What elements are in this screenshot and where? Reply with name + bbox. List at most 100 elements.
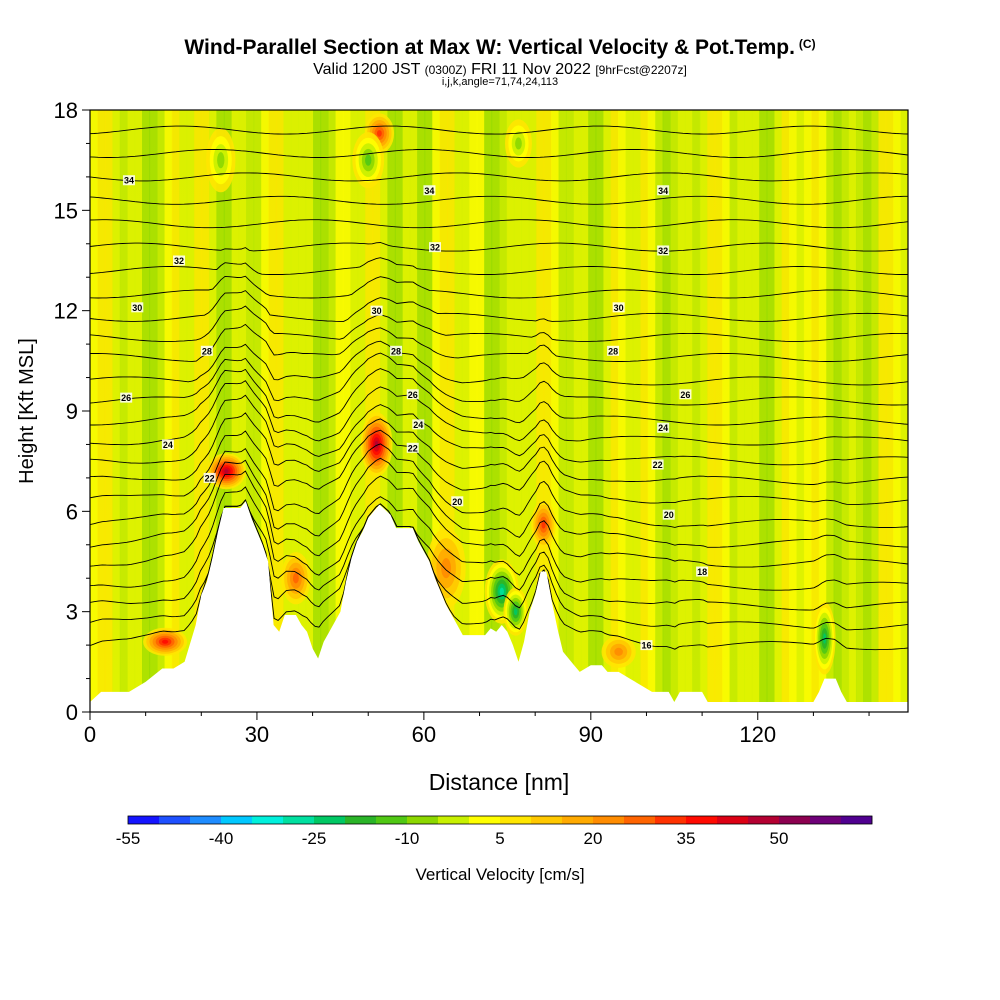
isentrope-line	[90, 429, 908, 505]
velocity-streak	[625, 110, 634, 712]
colorbar-swatch	[469, 816, 501, 824]
velocity-streak	[119, 110, 128, 712]
velocity-core	[292, 573, 299, 584]
velocity-streak	[223, 110, 232, 712]
x-tick-label: 120	[739, 722, 776, 747]
velocity-streak	[885, 110, 894, 712]
y-tick-label: 0	[66, 700, 78, 725]
contour-label-text: 16	[641, 641, 651, 651]
isentrope-line	[90, 305, 908, 342]
velocity-streak	[461, 110, 470, 712]
velocity-streak	[164, 110, 173, 712]
velocity-streak	[699, 110, 708, 712]
contour-label-box	[370, 305, 383, 316]
valid-prefix: Valid 1200 JST	[313, 61, 421, 78]
colorbar-swatch	[810, 816, 842, 824]
colorbar-swatch	[562, 816, 594, 824]
colorbar-tick-label: -40	[209, 829, 234, 848]
contour-label-text: 24	[413, 420, 423, 430]
velocity-streak	[424, 110, 433, 712]
velocity-streak	[617, 110, 627, 712]
contour-label-box	[451, 496, 464, 507]
velocity-streak	[491, 110, 500, 712]
contour-label: 30	[131, 302, 144, 313]
colorbar-tick-label: 35	[677, 829, 696, 848]
isentrope-line	[90, 219, 908, 229]
contour-label-box	[657, 245, 670, 256]
contour-label-text: 28	[202, 346, 212, 356]
contour-label: 32	[657, 245, 670, 256]
isentrope-line	[90, 125, 908, 135]
velocity-streak	[543, 110, 552, 712]
contour-label-box	[607, 345, 620, 356]
isentrope-line	[90, 470, 908, 568]
velocity-streak	[855, 110, 864, 712]
velocity-streak	[432, 110, 441, 712]
velocity-streak	[751, 110, 760, 712]
isentrope-line	[90, 486, 908, 591]
contour-label-text: 34	[424, 186, 434, 196]
isentrope-line	[90, 499, 908, 611]
colorbar-swatch	[283, 816, 315, 824]
isentrope-line	[90, 257, 908, 275]
colorbar-swatch	[376, 816, 408, 824]
y-tick-label: 6	[66, 499, 78, 524]
chart-title-text: Wind-Parallel Section at Max W: Vertical…	[184, 36, 795, 59]
contour-label-box	[200, 345, 213, 356]
colorbar-swatch	[841, 816, 873, 824]
velocity-streak	[863, 110, 872, 712]
colorbar-tick-label: 5	[495, 829, 504, 848]
velocity-core	[499, 587, 504, 596]
axes: 0 30 60 90 120 0 3 6 9 12 15 18 Distance [nm] Height …	[16, 98, 909, 795]
contour-label-text: 22	[205, 473, 215, 483]
colorbar: -55 -40 -25 -10 5 20 35 50 Vertical Velocity [cm…	[116, 815, 873, 884]
contour-label-text: 28	[608, 346, 618, 356]
velocity-streak	[818, 110, 827, 712]
velocity-streak	[372, 110, 381, 712]
contour-label-text: 32	[658, 246, 668, 256]
isentrope-line	[90, 368, 908, 426]
x-tick-label: 90	[579, 722, 603, 747]
colorbar-swatch	[128, 816, 160, 824]
velocity-streak	[97, 110, 106, 712]
velocity-streak	[632, 110, 641, 712]
isentrope-line	[90, 352, 908, 406]
contour-label-text: 34	[658, 186, 668, 196]
velocity-streak	[186, 110, 195, 712]
colorbar-swatch	[252, 816, 284, 824]
colorbar-swatch	[345, 816, 377, 824]
valid-date: FRI 11 Nov 2022	[471, 61, 591, 78]
velocity-streak	[833, 110, 842, 712]
y-tick-label: 18	[54, 98, 78, 123]
velocity-streak	[744, 110, 753, 712]
velocity-streak	[655, 110, 664, 712]
velocity-core	[376, 130, 382, 137]
contour-label: 30	[612, 302, 625, 313]
velocity-streak	[90, 110, 99, 712]
plot-content: 34 32 30 28 26 24 22 34 32 30 28 26 24 22 20 34 32 30 28 26…	[90, 110, 908, 712]
colorbar-tick-label: 50	[770, 829, 789, 848]
velocity-streak	[736, 110, 745, 712]
velocity-streak	[878, 110, 887, 712]
contour-label-text: 26	[408, 390, 418, 400]
velocity-streak	[841, 110, 850, 712]
x-tick-label: 30	[245, 722, 269, 747]
x-axis-label: Distance [nm]	[429, 769, 570, 795]
isentrope-line	[90, 323, 908, 362]
velocity-streak	[194, 110, 203, 712]
contour-label: 20	[451, 496, 464, 507]
velocity-streak	[893, 110, 902, 712]
velocity-streak	[528, 110, 537, 712]
contour-label-box	[651, 459, 664, 470]
contour-label: 24	[657, 422, 670, 433]
colorbar-swatch	[500, 816, 532, 824]
velocity-core	[515, 137, 522, 150]
velocity-streak	[179, 110, 188, 712]
velocity-core	[217, 152, 225, 169]
isentrope-line	[90, 290, 908, 322]
velocity-streak	[610, 110, 619, 712]
contour-label-box	[406, 389, 419, 400]
velocity-streak	[402, 110, 411, 712]
contour-label-box	[657, 185, 670, 196]
colorbar-swatch	[624, 816, 656, 824]
